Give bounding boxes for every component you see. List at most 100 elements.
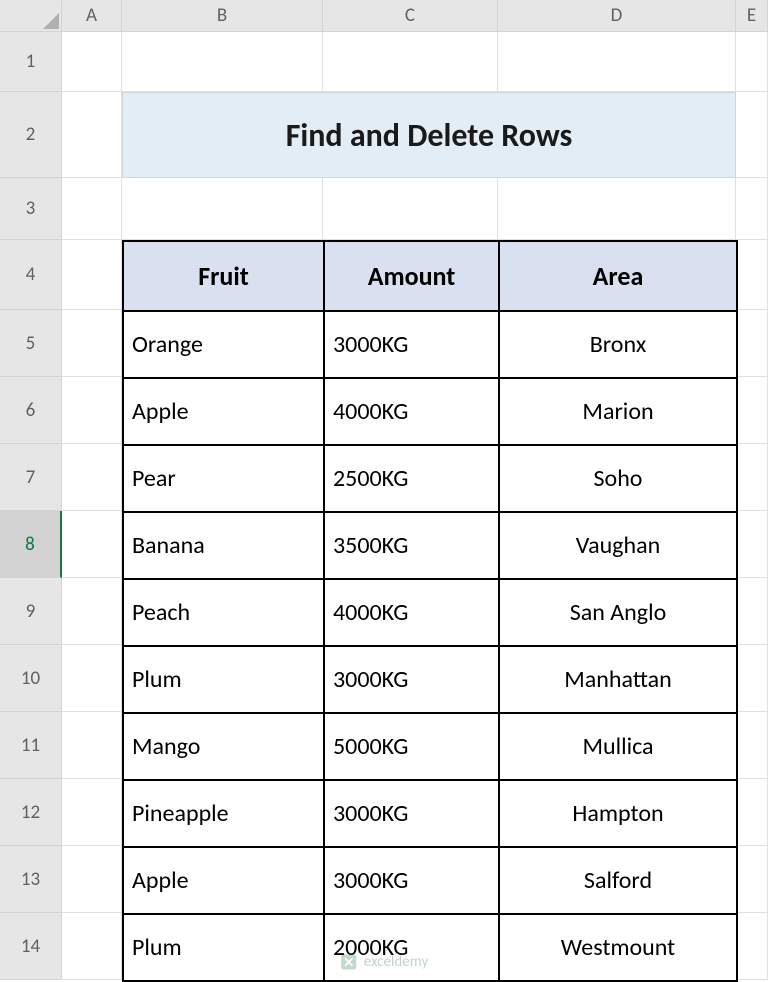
cell[interactable] [323, 178, 498, 240]
table-row[interactable]: Orange3000KGBronx [123, 311, 737, 378]
cell[interactable] [62, 310, 122, 377]
cell[interactable] [62, 712, 122, 779]
table-cell[interactable]: 3000KG [324, 847, 499, 914]
table-cell[interactable]: Westmount [499, 914, 737, 981]
table-cell[interactable]: Banana [123, 512, 324, 579]
cell[interactable] [62, 578, 122, 645]
row-header-12[interactable]: 12 [0, 779, 62, 846]
table-cell[interactable]: Marion [499, 378, 737, 445]
row-header-14[interactable]: 14 [0, 913, 62, 980]
table-cell[interactable]: Mango [123, 713, 324, 780]
cell[interactable] [62, 240, 122, 310]
cell[interactable] [62, 846, 122, 913]
row-header-2[interactable]: 2 [0, 92, 62, 178]
table-cell[interactable]: Bronx [499, 311, 737, 378]
table-cell[interactable]: Plum [123, 646, 324, 713]
table-cell[interactable]: 3000KG [324, 311, 499, 378]
table-header-fruit[interactable]: Fruit [123, 241, 324, 311]
cell[interactable] [736, 578, 768, 645]
row-header-9[interactable]: 9 [0, 578, 62, 645]
table-row[interactable]: Pineapple3000KGHampton [123, 780, 737, 847]
column-header-A[interactable]: A [62, 0, 122, 32]
cell[interactable] [736, 92, 768, 178]
table-cell[interactable]: Apple [123, 378, 324, 445]
row-header-6[interactable]: 6 [0, 377, 62, 444]
table-row[interactable]: Pear2500KGSoho [123, 445, 737, 512]
cell[interactable] [323, 32, 498, 92]
table-cell[interactable]: Vaughan [499, 512, 737, 579]
cell[interactable] [736, 511, 768, 578]
table-row[interactable]: Peach4000KGSan Anglo [123, 579, 737, 646]
table-cell[interactable]: Pineapple [123, 780, 324, 847]
cell[interactable] [736, 712, 768, 779]
cell[interactable] [736, 32, 768, 92]
cell[interactable] [736, 178, 768, 240]
table-cell[interactable]: Plum [123, 914, 324, 981]
table-header-amount[interactable]: Amount [324, 241, 499, 311]
cell[interactable] [122, 32, 323, 92]
table-cell[interactable]: 3000KG [324, 780, 499, 847]
title-merged-cell[interactable]: Find and Delete Rows [122, 92, 736, 178]
table-row[interactable]: Mango5000KGMullica [123, 713, 737, 780]
table-cell[interactable]: Pear [123, 445, 324, 512]
cell[interactable] [62, 32, 122, 92]
table-header-area[interactable]: Area [499, 241, 737, 311]
row-header-1[interactable]: 1 [0, 32, 62, 92]
column-header-C[interactable]: C [323, 0, 498, 32]
cell[interactable] [62, 92, 122, 178]
table-cell[interactable]: 4000KG [324, 579, 499, 646]
cell[interactable] [122, 178, 323, 240]
row-header-7[interactable]: 7 [0, 444, 62, 511]
table-row[interactable]: Apple4000KGMarion [123, 378, 737, 445]
table-row[interactable]: Apple3000KGSalford [123, 847, 737, 914]
row-header-8[interactable]: 8 [0, 511, 62, 578]
cell[interactable] [736, 444, 768, 511]
table-cell[interactable]: Soho [499, 445, 737, 512]
row-header-10[interactable]: 10 [0, 645, 62, 712]
cell[interactable] [62, 645, 122, 712]
column-header-E[interactable]: E [736, 0, 768, 32]
table-cell[interactable]: 3000KG [324, 646, 499, 713]
table-cell[interactable]: Peach [123, 579, 324, 646]
table-cell[interactable]: 2000KG [324, 914, 499, 981]
row-header-5[interactable]: 5 [0, 310, 62, 377]
title-text: Find and Delete Rows [286, 116, 573, 155]
table-cell[interactable]: Salford [499, 847, 737, 914]
cell[interactable] [498, 178, 736, 240]
table-cell[interactable]: 3500KG [324, 512, 499, 579]
table-cell[interactable]: Mullica [499, 713, 737, 780]
cell[interactable] [736, 779, 768, 846]
table-cell[interactable]: 4000KG [324, 378, 499, 445]
cell[interactable] [62, 377, 122, 444]
row-header-4[interactable]: 4 [0, 240, 62, 310]
cell[interactable] [736, 377, 768, 444]
cell[interactable] [736, 310, 768, 377]
table-cell[interactable]: Hampton [499, 780, 737, 847]
table-row[interactable]: Banana3500KGVaughan [123, 512, 737, 579]
column-header-B[interactable]: B [122, 0, 323, 32]
cell[interactable] [62, 779, 122, 846]
table-cell[interactable]: Manhattan [499, 646, 737, 713]
cell[interactable] [62, 444, 122, 511]
table-row[interactable]: Plum3000KGManhattan [123, 646, 737, 713]
cell[interactable] [62, 178, 122, 240]
cell[interactable] [62, 511, 122, 578]
data-table[interactable]: FruitAmountAreaOrange3000KGBronxApple400… [122, 240, 738, 982]
column-header-D[interactable]: D [498, 0, 736, 32]
cell[interactable] [736, 645, 768, 712]
row-header-13[interactable]: 13 [0, 846, 62, 913]
cell[interactable] [498, 32, 736, 92]
row-header-11[interactable]: 11 [0, 712, 62, 779]
table-cell[interactable]: Orange [123, 311, 324, 378]
cell[interactable] [736, 240, 768, 310]
table-cell[interactable]: 2500KG [324, 445, 499, 512]
cell[interactable] [736, 846, 768, 913]
table-cell[interactable]: 5000KG [324, 713, 499, 780]
cell[interactable] [62, 913, 122, 980]
row-header-3[interactable]: 3 [0, 178, 62, 240]
select-all-corner[interactable] [0, 0, 62, 32]
table-cell[interactable]: San Anglo [499, 579, 737, 646]
table-cell[interactable]: Apple [123, 847, 324, 914]
table-row[interactable]: Plum2000KGWestmount [123, 914, 737, 981]
cell[interactable] [736, 913, 768, 980]
